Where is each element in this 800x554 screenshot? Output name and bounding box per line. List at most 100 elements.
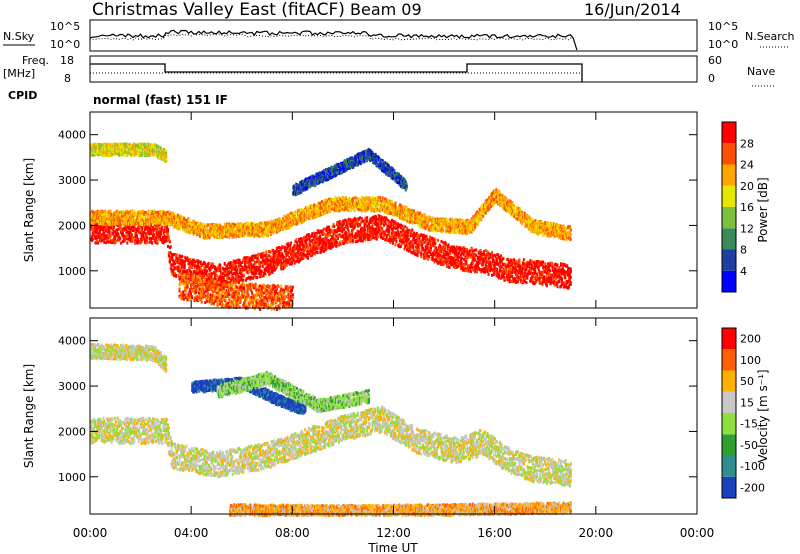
data-cell-power xyxy=(320,250,323,254)
data-cell-power xyxy=(317,245,320,249)
data-cell-power xyxy=(414,249,417,253)
data-cell-power xyxy=(265,250,268,254)
nave-tick-top: 60 xyxy=(708,54,722,67)
data-cell-power xyxy=(112,232,115,235)
data-cell-power xyxy=(218,278,221,282)
data-cell-power xyxy=(251,267,254,271)
data-cell-power xyxy=(414,241,416,245)
data-cell-power xyxy=(258,266,261,270)
data-cell-power xyxy=(301,245,304,249)
data-cell-power xyxy=(431,256,434,259)
data-cell-power xyxy=(361,239,364,243)
data-cell-power xyxy=(133,225,136,229)
data-cell-power xyxy=(308,239,311,243)
nsearch-trace xyxy=(89,33,574,41)
data-cell-power xyxy=(554,276,557,280)
data-cell-power xyxy=(188,266,191,270)
data-cell-power xyxy=(210,275,213,279)
data-cell-power xyxy=(354,232,357,236)
data-cell-power xyxy=(353,223,356,227)
data-cell-power xyxy=(397,222,400,226)
data-cell-power xyxy=(324,233,327,237)
data-cell-power xyxy=(435,258,438,262)
data-cell-power xyxy=(418,237,421,241)
data-cell-power xyxy=(337,236,339,240)
data-cell-power xyxy=(234,267,237,271)
data-cell-power xyxy=(458,251,461,255)
data-cell-power xyxy=(379,223,382,227)
data-cell-power xyxy=(91,238,94,241)
data-cell-power xyxy=(406,244,409,248)
data-cell-power xyxy=(244,278,247,282)
data-cell-power xyxy=(428,249,431,252)
data-cell-power xyxy=(554,280,557,284)
data-cell-power xyxy=(473,248,476,252)
data-cell-power xyxy=(292,258,295,262)
data-cell-power xyxy=(399,223,402,227)
data-cell-power xyxy=(292,250,295,254)
data-cell-power xyxy=(266,255,269,259)
data-cell-power xyxy=(191,273,194,277)
nsky-label: N.Sky xyxy=(3,30,35,43)
data-cell-power xyxy=(515,264,518,268)
data-cell-power xyxy=(217,266,220,270)
data-cell-power xyxy=(198,260,200,264)
data-cell-power xyxy=(415,238,418,242)
data-cell-power xyxy=(390,225,393,229)
data-cell-power xyxy=(545,275,547,279)
data-cell-power xyxy=(420,255,423,258)
data-cell-power xyxy=(264,272,267,276)
data-cell-power xyxy=(460,261,463,265)
data-cell-power xyxy=(325,237,328,241)
data-cell-power xyxy=(569,275,572,279)
data-cell-power xyxy=(281,252,284,256)
data-cell-power xyxy=(280,254,283,258)
data-cell-power xyxy=(372,215,375,219)
data-cell-power xyxy=(452,257,455,261)
data-cell-power xyxy=(183,217,186,221)
data-cell-power xyxy=(500,256,503,260)
data-cell-power xyxy=(221,234,224,238)
data-cell-power xyxy=(252,257,255,261)
data-cell-power xyxy=(430,239,433,243)
data-cell-power xyxy=(375,237,378,241)
data-cell-power xyxy=(545,284,548,288)
data-cell-power xyxy=(395,235,398,239)
data-cell-power xyxy=(193,262,196,266)
data-cell-power xyxy=(167,233,169,237)
data-cell-power xyxy=(152,234,155,237)
data-cell-power xyxy=(259,269,262,272)
data-cell-power xyxy=(183,266,186,270)
data-cell-power xyxy=(569,281,572,285)
data-cell-power xyxy=(426,254,429,258)
data-cell-power xyxy=(195,269,198,273)
data-cell-power xyxy=(341,230,344,234)
data-cell-power xyxy=(260,254,262,258)
data-cell-power xyxy=(264,261,267,265)
data-cell-power xyxy=(158,237,161,241)
data-cell-power xyxy=(445,253,447,257)
data-cell-power xyxy=(438,260,441,264)
data-cell-power xyxy=(392,220,395,223)
data-cell-power xyxy=(120,231,123,234)
data-cell-power xyxy=(375,217,377,221)
data-cell-power xyxy=(103,240,106,244)
data-cell-power xyxy=(254,256,257,259)
data-cell-power xyxy=(104,209,107,213)
data-cell-power xyxy=(229,266,231,269)
data-cell-power xyxy=(95,241,98,245)
data-cell-power xyxy=(105,229,107,233)
data-cell-power xyxy=(441,258,444,262)
data-cell-power xyxy=(401,224,404,228)
data-cell-power xyxy=(326,245,329,249)
data-cell-power xyxy=(306,252,309,255)
data-cell-power xyxy=(417,233,420,237)
data-cell-power xyxy=(385,217,388,221)
data-cell-power xyxy=(498,276,501,280)
data-cell-power xyxy=(229,271,232,275)
data-cell-power xyxy=(394,220,397,224)
data-cell-power xyxy=(117,232,120,236)
data-cell-power xyxy=(274,260,277,264)
data-cell-power xyxy=(385,236,388,240)
